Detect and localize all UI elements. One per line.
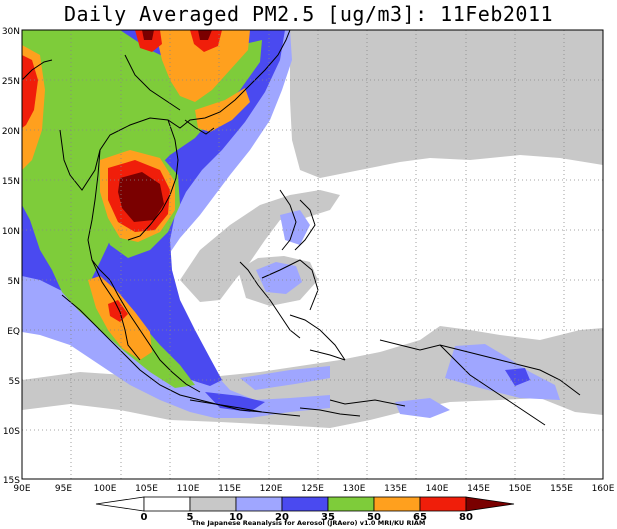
lon-label: 100E <box>94 484 117 494</box>
pm25-zone-white-south <box>22 398 603 479</box>
colorbar-segment <box>327 496 375 512</box>
lon-label: 145E <box>467 484 490 494</box>
pm25-zone-orange-south-china <box>155 30 250 102</box>
lat-label: 5S <box>9 377 21 387</box>
pm25-zone-blue-borneo <box>256 262 302 294</box>
colorbar-segment <box>235 496 283 512</box>
grid-lines <box>22 30 603 479</box>
lat-label: 25N <box>2 77 20 87</box>
lon-label: 90E <box>13 484 30 494</box>
colorbar-label: 50 <box>367 512 381 523</box>
longitude-labels: 90E 95E 100E 105E 110E 115E 120E 125E 13… <box>13 484 614 494</box>
colorbar-label: 10 <box>229 512 243 523</box>
pm25-zone-blue-philippines <box>280 210 310 245</box>
map-title: Daily Averaged PM2.5 [ug/m3]: 11Feb2011 <box>63 2 554 26</box>
lon-label: 95E <box>55 484 72 494</box>
lat-label: 30N <box>2 27 20 37</box>
lat-label: 10N <box>2 227 20 237</box>
lon-label: 150E <box>509 484 532 494</box>
pm25-zone-red-north <box>135 30 162 52</box>
pm25-zone-red-west <box>22 55 38 128</box>
lat-label: 15S <box>3 476 20 486</box>
lon-label: 140E <box>426 484 449 494</box>
colorbar-segment <box>143 496 191 512</box>
lon-label: 115E <box>218 484 241 494</box>
colorbar-segment <box>95 496 145 512</box>
colorbar <box>95 496 515 512</box>
colorbar-segment <box>465 496 515 512</box>
coastlines <box>22 30 581 426</box>
lon-label: 155E <box>550 484 573 494</box>
colorbar-segment <box>373 496 421 512</box>
colorbar-segment <box>281 496 329 512</box>
pm25-field <box>22 30 603 479</box>
lat-label: EQ <box>7 327 20 337</box>
lat-label: 10S <box>3 427 20 437</box>
lat-label: 15N <box>2 177 20 187</box>
colorbar-label: 5 <box>187 512 194 523</box>
pm25-zone-darkred-core <box>118 172 164 222</box>
latitude-labels: 30N 25N 20N 15N 10N 5N EQ 5S 10S 15S <box>2 27 20 486</box>
colorbar-label: 20 <box>275 512 289 523</box>
colorbar-label: 35 <box>321 512 335 523</box>
lon-label: 105E <box>135 484 158 494</box>
pm25-zone-blue-new-guinea <box>445 344 560 400</box>
credit-line: The Japanese Reanalysis for Aerosol (JRA… <box>191 519 426 527</box>
colorbar-label: 80 <box>459 512 473 523</box>
lon-label: 135E <box>384 484 407 494</box>
lon-label: 120E <box>260 484 283 494</box>
pm25-zone-red-sumatra <box>108 300 128 322</box>
pm25-zone-darkblue-new-guinea <box>505 368 530 386</box>
colorbar-labels: 0 5 10 20 35 50 65 80 <box>141 512 473 523</box>
pm25-zone-blue-south-strip <box>240 366 330 390</box>
pm25-zone-darkred-north-east <box>198 30 212 40</box>
lon-label: 125E <box>301 484 324 494</box>
pm25-zone-darkred-north <box>142 30 154 40</box>
colorbar-segment <box>419 496 467 512</box>
pm25-zone-gray-east <box>290 30 603 178</box>
colorbar-label: 0 <box>141 512 148 523</box>
pm25-zone-darkblue-java <box>205 392 265 412</box>
plot-frame <box>21 29 604 480</box>
lon-label: 160E <box>592 484 615 494</box>
lat-label: 5N <box>8 277 20 287</box>
pm25-zone-red-north-east <box>190 30 222 52</box>
colorbar-label: 65 <box>413 512 427 523</box>
lon-label: 130E <box>343 484 366 494</box>
lat-label: 20N <box>2 127 20 137</box>
lon-label: 110E <box>177 484 200 494</box>
pm25-zone-blue-timor <box>395 398 450 418</box>
colorbar-segment <box>189 496 237 512</box>
